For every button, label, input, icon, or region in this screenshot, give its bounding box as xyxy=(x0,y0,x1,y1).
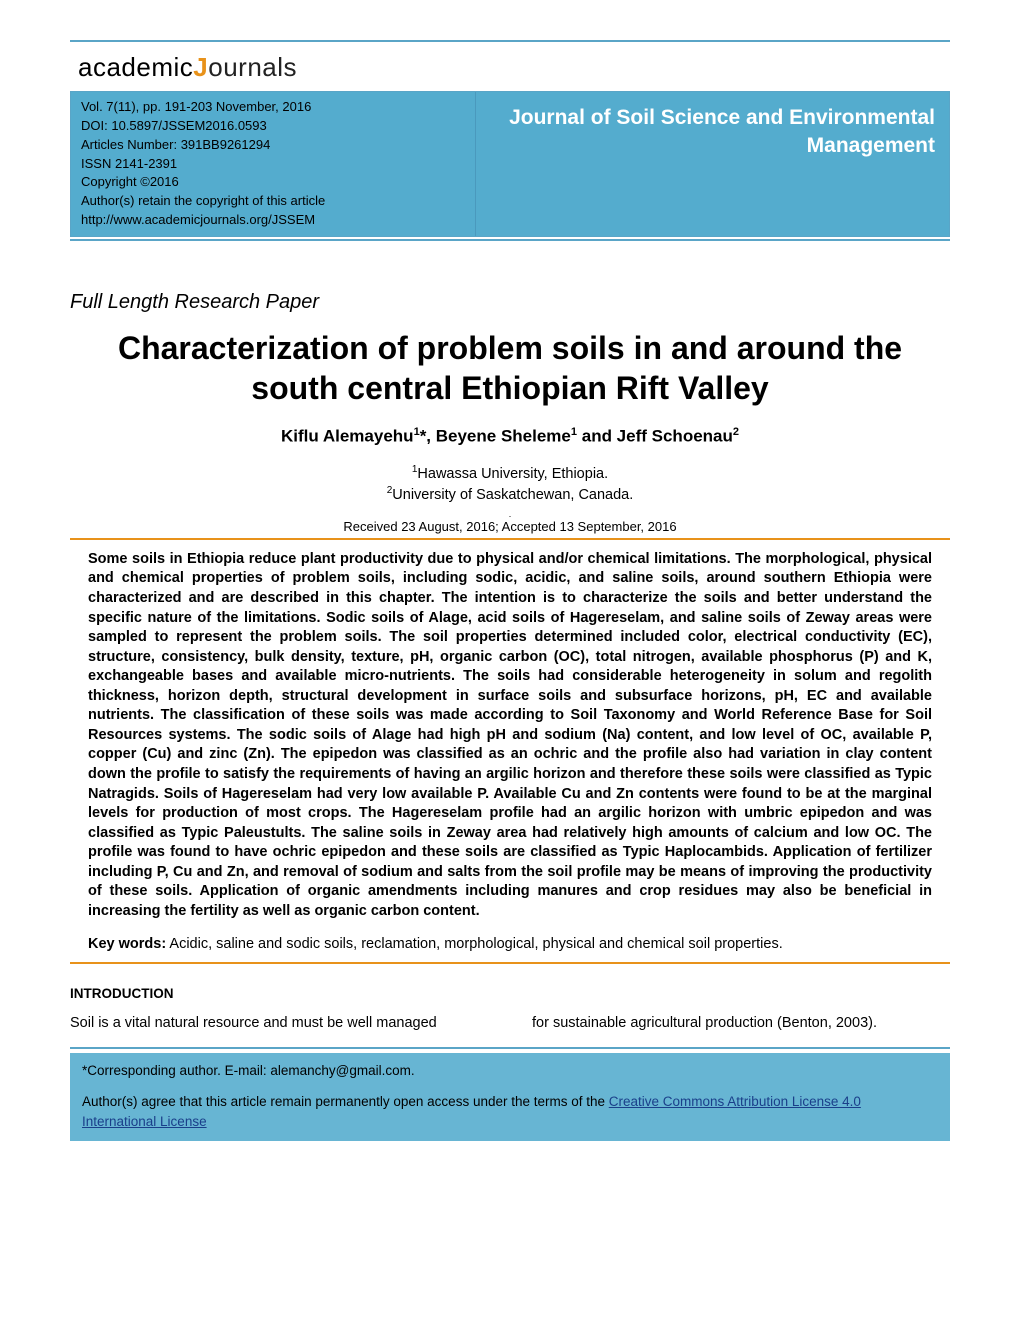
separator-dot: . xyxy=(70,509,950,519)
logo-part3: ournals xyxy=(208,52,297,82)
logo-part2: J xyxy=(193,52,208,82)
rule-orange-bottom xyxy=(70,962,950,964)
license-pre: Author(s) agree that this article remain… xyxy=(82,1094,609,1109)
journal-name: Journal of Soil Science and Environmenta… xyxy=(482,104,935,161)
article-meta: Vol. 7(11), pp. 191-203 November, 2016 D… xyxy=(71,92,475,236)
journal-name-wrap: Journal of Soil Science and Environmenta… xyxy=(475,92,949,236)
section-heading-introduction: INTRODUCTION xyxy=(70,986,950,1001)
paper-type: Full Length Research Paper xyxy=(70,291,950,314)
authors: Kiflu Alemayehu1*, Beyene Sheleme1 and J… xyxy=(70,426,950,447)
dates: Received 23 August, 2016; Accepted 13 Se… xyxy=(70,519,950,534)
keywords: Key words: Acidic, saline and sodic soil… xyxy=(70,936,950,952)
publisher-logo: academicJournals xyxy=(70,48,950,91)
keywords-text: Acidic, saline and sodic soils, reclamat… xyxy=(166,936,783,952)
affiliation-2: University of Saskatchewan, Canada. xyxy=(392,487,633,503)
footer-rule xyxy=(70,1047,950,1049)
affiliation-1: Hawassa University, Ethiopia. xyxy=(417,465,608,481)
affiliations: 1Hawassa University, Ethiopia. 2Universi… xyxy=(70,463,950,505)
header-box: Vol. 7(11), pp. 191-203 November, 2016 D… xyxy=(70,91,950,237)
rule-orange-top xyxy=(70,538,950,540)
keywords-label: Key words: xyxy=(88,936,166,952)
meta-copyright: Copyright ©2016 xyxy=(81,173,465,192)
meta-article-number: Articles Number: 391BB9261294 xyxy=(81,136,465,155)
meta-rights: Author(s) retain the copyright of this a… xyxy=(81,192,465,211)
footer-box: *Corresponding author. E-mail: alemanchy… xyxy=(70,1053,950,1142)
logo-part1: academic xyxy=(78,52,193,82)
intro-columns: Soil is a vital natural resource and mus… xyxy=(70,1015,950,1031)
header-bottom-rule xyxy=(70,239,950,241)
intro-col-left: Soil is a vital natural resource and mus… xyxy=(70,1015,488,1031)
top-rule xyxy=(70,40,950,42)
intro-col-right: for sustainable agricultural production … xyxy=(532,1015,950,1031)
meta-url: http://www.academicjournals.org/JSSEM xyxy=(81,211,465,230)
article-title: Characterization of problem soils in and… xyxy=(70,328,950,408)
license-statement: Author(s) agree that this article remain… xyxy=(82,1092,938,1131)
meta-issn: ISSN 2141-2391 xyxy=(81,155,465,174)
meta-doi: DOI: 10.5897/JSSEM2016.0593 xyxy=(81,117,465,136)
meta-volume: Vol. 7(11), pp. 191-203 November, 2016 xyxy=(81,98,465,117)
abstract: Some soils in Ethiopia reduce plant prod… xyxy=(70,550,950,922)
corresponding-author: *Corresponding author. E-mail: alemanchy… xyxy=(82,1061,938,1081)
